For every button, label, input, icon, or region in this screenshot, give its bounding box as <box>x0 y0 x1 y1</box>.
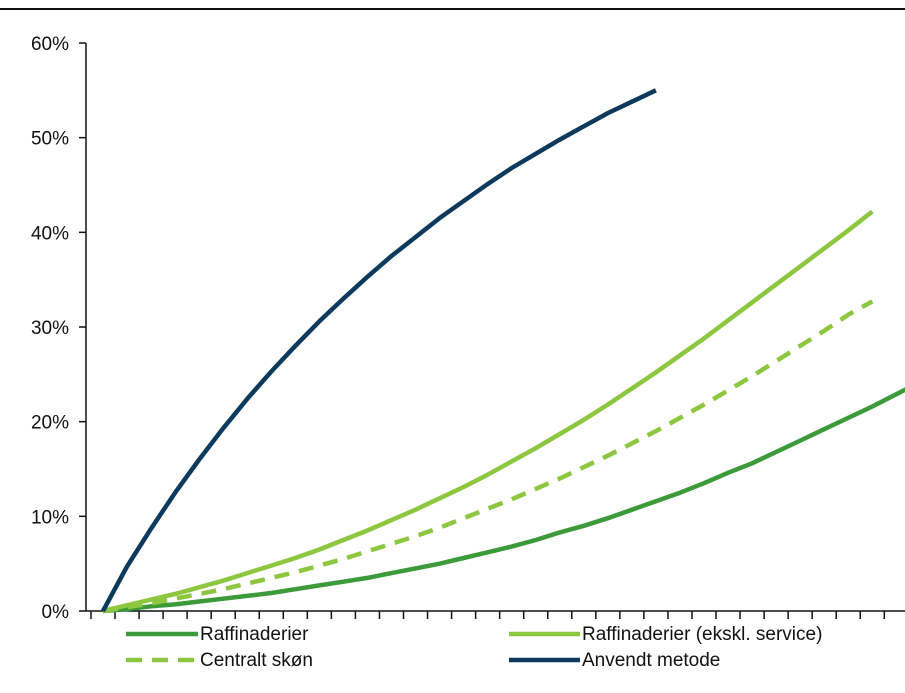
legend-label-3: Anvendt metode <box>582 650 720 671</box>
y-tick-label: 50% <box>31 129 69 150</box>
series-line-3 <box>101 88 657 613</box>
y-tick-label: 40% <box>31 223 69 244</box>
y-axis: 0% 10% 20% 30% 40% 50% 60% <box>31 34 87 623</box>
legend-label-2: Centralt skøn <box>200 650 313 671</box>
y-tick-label: 10% <box>31 507 69 528</box>
series-lines <box>101 88 905 614</box>
x-axis <box>86 610 905 619</box>
series-line-0 <box>102 387 905 614</box>
y-tick-label: 60% <box>31 34 69 55</box>
series-line-1 <box>102 209 874 614</box>
y-tick-label: 20% <box>31 413 69 434</box>
y-tick-label: 30% <box>31 318 69 339</box>
legend-label-1: Raffinaderier (ekskl. service) <box>582 624 822 645</box>
series-line-2 <box>102 299 874 614</box>
legend: Raffinaderier Raffinaderier (ekskl. servi… <box>126 624 822 671</box>
y-tick-label: 0% <box>42 602 70 623</box>
legend-label-0: Raffinaderier <box>200 624 309 645</box>
